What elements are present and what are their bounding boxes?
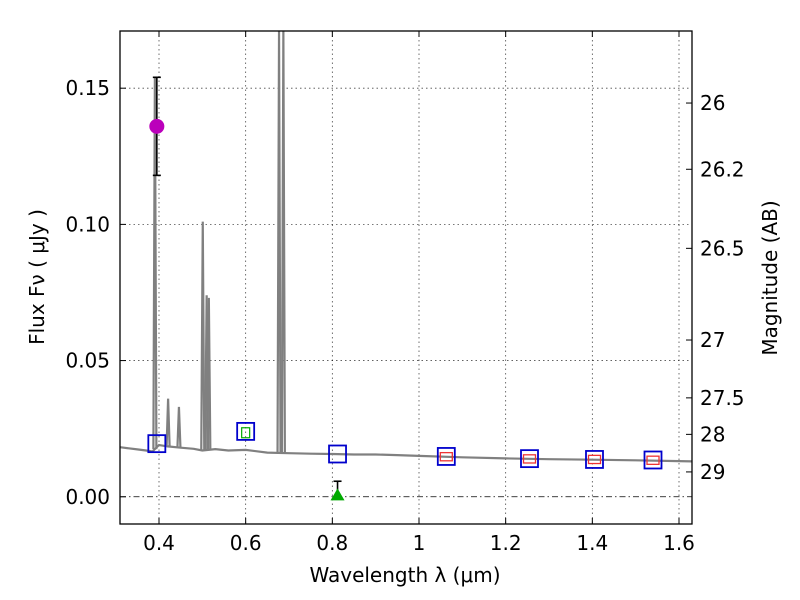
mag-tick-label: 28 [700,422,725,446]
mag-tick-label: 26.2 [700,157,745,181]
model-photometry-point [643,450,663,470]
model-sed-layer [119,30,693,463]
y-axis-label: Flux Fν ( μJy ) [25,209,49,345]
photometry-layer [147,76,663,501]
model-photometry-point [585,450,604,469]
y2-axis-label: Magnitude (AB) [758,200,782,355]
observed-photometry-box [522,454,537,464]
detection-point [149,118,165,134]
y-tick-label: 0.00 [65,485,110,509]
y-tick-label: 0.15 [65,76,110,100]
observed-photometry-box [587,454,602,465]
grid-layer [120,31,692,524]
model-photometry-point [236,421,256,441]
model-emission-line [280,30,286,454]
x-tick-label: 0.8 [316,531,348,555]
model-photometry-point [328,444,347,464]
observed-photometry-box [439,451,453,462]
x-axis-label: Wavelength λ (μm) [309,563,500,587]
upper-limit-marker [330,488,345,501]
mag-tick-label: 29 [700,460,725,484]
plot-frame [119,30,693,525]
model-emission-line [206,297,212,450]
mag-tick-label: 27 [700,328,725,352]
x-tick-label: 1.6 [663,531,695,555]
model-emission-line [165,398,171,447]
x-tick-label: 1 [413,531,426,555]
model-photometry-point [147,434,167,454]
observed-photometry-box [646,455,660,465]
mag-tick-label: 26.5 [700,236,745,260]
x-tick-label: 0.4 [143,531,175,555]
filter-marker [241,427,251,439]
mag-tick-label: 26 [700,91,725,115]
ticks-layer: 0.4 0.6 0.8 1 1.2 1.4 1.6 0.00 0.05 0.10 0.15 26 26.… [65,31,745,555]
model-emission-line [276,30,282,453]
mag-tick-label: 27.5 [700,386,745,410]
model-photometry-point [520,449,539,469]
model-emission-line [176,406,182,448]
y-tick-label: 0.05 [65,349,110,373]
model-photometry-point [436,447,456,466]
y-tick-label: 0.10 [65,212,110,236]
model-emission-line [200,221,206,451]
x-tick-label: 1.4 [576,531,608,555]
x-tick-label: 0.6 [230,531,262,555]
x-tick-label: 1.2 [490,531,522,555]
